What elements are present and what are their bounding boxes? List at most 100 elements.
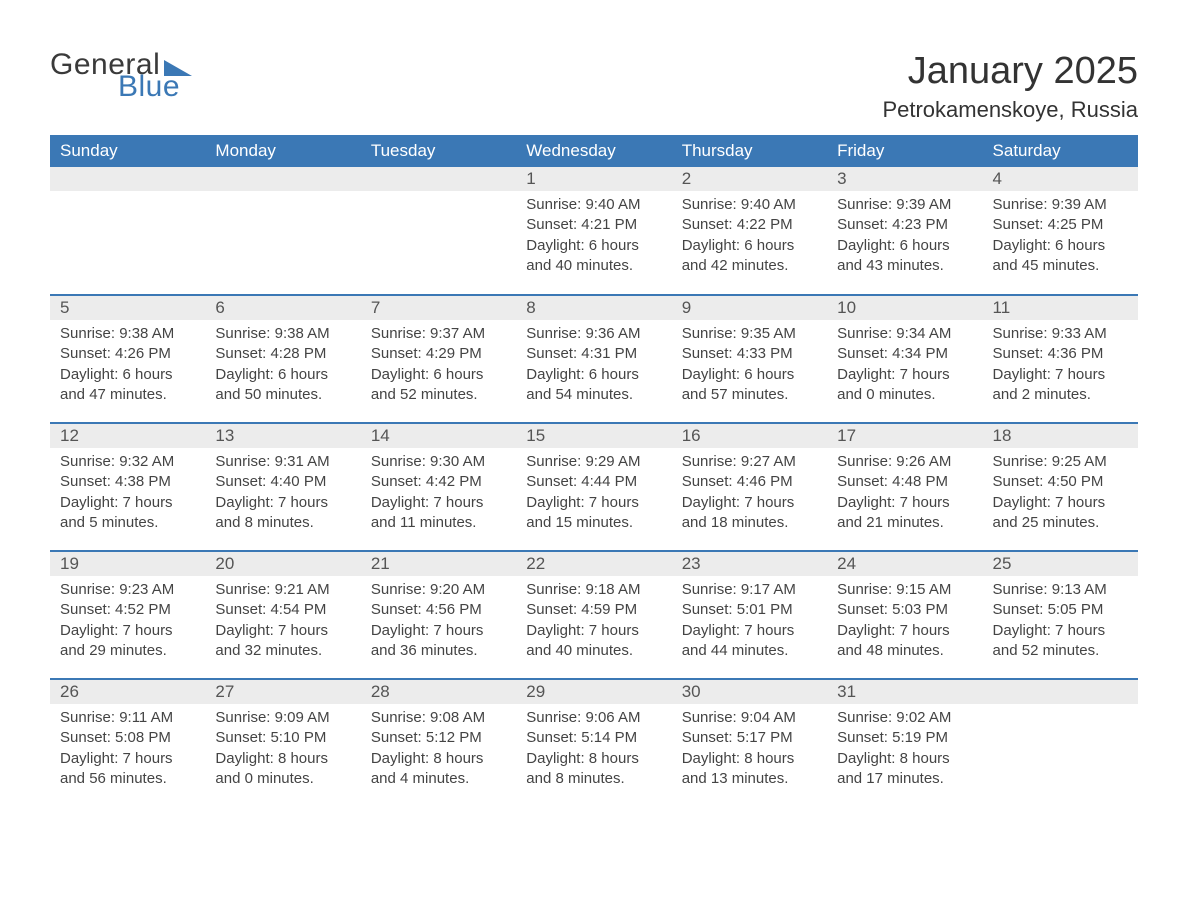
sunset-line: Sunset: 5:08 PM	[60, 728, 195, 748]
day-number: 6	[205, 296, 360, 320]
daylight-line-1: Daylight: 8 hours	[371, 749, 506, 769]
sunrise-line: Sunrise: 9:04 AM	[682, 708, 817, 728]
sunrise-line: Sunrise: 9:33 AM	[993, 324, 1128, 344]
sunset-line: Sunset: 4:34 PM	[837, 344, 972, 364]
day-body	[983, 704, 1138, 718]
daylight-line-2: and 2 minutes.	[993, 385, 1128, 405]
calendar-cell: 29Sunrise: 9:06 AMSunset: 5:14 PMDayligh…	[516, 679, 671, 807]
sunrise-line: Sunrise: 9:06 AM	[526, 708, 661, 728]
daylight-line-1: Daylight: 6 hours	[682, 236, 817, 256]
calendar-cell: 5Sunrise: 9:38 AMSunset: 4:26 PMDaylight…	[50, 295, 205, 423]
daylight-line-2: and 21 minutes.	[837, 513, 972, 533]
sunrise-line: Sunrise: 9:09 AM	[215, 708, 350, 728]
sunrise-line: Sunrise: 9:08 AM	[371, 708, 506, 728]
day-number: 11	[983, 296, 1138, 320]
daylight-line-1: Daylight: 7 hours	[215, 621, 350, 641]
daylight-line-2: and 40 minutes.	[526, 256, 661, 276]
daylight-line-1: Daylight: 7 hours	[60, 493, 195, 513]
daylight-line-1: Daylight: 6 hours	[993, 236, 1128, 256]
day-body: Sunrise: 9:39 AMSunset: 4:25 PMDaylight:…	[983, 191, 1138, 286]
sunrise-line: Sunrise: 9:34 AM	[837, 324, 972, 344]
calendar-cell: 15Sunrise: 9:29 AMSunset: 4:44 PMDayligh…	[516, 423, 671, 551]
day-number: 10	[827, 296, 982, 320]
day-number: 27	[205, 680, 360, 704]
calendar-cell: 9Sunrise: 9:35 AMSunset: 4:33 PMDaylight…	[672, 295, 827, 423]
daylight-line-2: and 15 minutes.	[526, 513, 661, 533]
daylight-line-2: and 56 minutes.	[60, 769, 195, 789]
daylight-line-1: Daylight: 7 hours	[837, 365, 972, 385]
calendar-cell: 16Sunrise: 9:27 AMSunset: 4:46 PMDayligh…	[672, 423, 827, 551]
daylight-line-2: and 4 minutes.	[371, 769, 506, 789]
calendar-cell: 13Sunrise: 9:31 AMSunset: 4:40 PMDayligh…	[205, 423, 360, 551]
calendar-cell: 1Sunrise: 9:40 AMSunset: 4:21 PMDaylight…	[516, 167, 671, 295]
day-number: 15	[516, 424, 671, 448]
day-body: Sunrise: 9:06 AMSunset: 5:14 PMDaylight:…	[516, 704, 671, 799]
day-body: Sunrise: 9:35 AMSunset: 4:33 PMDaylight:…	[672, 320, 827, 415]
calendar-cell: 24Sunrise: 9:15 AMSunset: 5:03 PMDayligh…	[827, 551, 982, 679]
sunrise-line: Sunrise: 9:39 AM	[993, 195, 1128, 215]
day-number: 3	[827, 167, 982, 191]
daylight-line-2: and 36 minutes.	[371, 641, 506, 661]
daylight-line-1: Daylight: 7 hours	[993, 621, 1128, 641]
sunset-line: Sunset: 4:38 PM	[60, 472, 195, 492]
title-block: January 2025 Petrokamenskoye, Russia	[882, 50, 1138, 123]
day-number: 25	[983, 552, 1138, 576]
sunrise-line: Sunrise: 9:32 AM	[60, 452, 195, 472]
calendar-cell: 23Sunrise: 9:17 AMSunset: 5:01 PMDayligh…	[672, 551, 827, 679]
day-number: 14	[361, 424, 516, 448]
calendar-cell: 11Sunrise: 9:33 AMSunset: 4:36 PMDayligh…	[983, 295, 1138, 423]
day-body: Sunrise: 9:09 AMSunset: 5:10 PMDaylight:…	[205, 704, 360, 799]
calendar-cell: 3Sunrise: 9:39 AMSunset: 4:23 PMDaylight…	[827, 167, 982, 295]
sunrise-line: Sunrise: 9:31 AM	[215, 452, 350, 472]
weekday-header: Saturday	[983, 135, 1138, 167]
sunrise-line: Sunrise: 9:23 AM	[60, 580, 195, 600]
sunset-line: Sunset: 4:42 PM	[371, 472, 506, 492]
day-body: Sunrise: 9:38 AMSunset: 4:26 PMDaylight:…	[50, 320, 205, 415]
day-number: 7	[361, 296, 516, 320]
calendar-cell: 28 Sunrise: 9:08 AMSunset: 5:12 PMDayligh…	[361, 679, 516, 807]
day-body: Sunrise: 9:30 AMSunset: 4:42 PMDaylight:…	[361, 448, 516, 543]
sunset-line: Sunset: 5:19 PM	[837, 728, 972, 748]
day-number: 24	[827, 552, 982, 576]
header: General Blue January 2025 Petrokamenskoy…	[50, 50, 1138, 123]
calendar-cell: 6Sunrise: 9:38 AMSunset: 4:28 PMDaylight…	[205, 295, 360, 423]
day-number: 17	[827, 424, 982, 448]
daylight-line-2: and 45 minutes.	[993, 256, 1128, 276]
daylight-line-1: Daylight: 7 hours	[371, 621, 506, 641]
sunset-line: Sunset: 4:54 PM	[215, 600, 350, 620]
daylight-line-2: and 8 minutes.	[526, 769, 661, 789]
sunrise-line: Sunrise: 9:20 AM	[371, 580, 506, 600]
logo: General Blue	[50, 50, 192, 102]
sunrise-line: Sunrise: 9:29 AM	[526, 452, 661, 472]
sunrise-line: Sunrise: 9:18 AM	[526, 580, 661, 600]
calendar-header-row: SundayMondayTuesdayWednesdayThursdayFrid…	[50, 135, 1138, 167]
sunset-line: Sunset: 4:44 PM	[526, 472, 661, 492]
calendar-table: SundayMondayTuesdayWednesdayThursdayFrid…	[50, 135, 1138, 807]
day-number: 30	[672, 680, 827, 704]
day-number: 2	[672, 167, 827, 191]
daylight-line-1: Daylight: 7 hours	[993, 365, 1128, 385]
sunset-line: Sunset: 5:14 PM	[526, 728, 661, 748]
day-number: 12	[50, 424, 205, 448]
calendar-cell: 21Sunrise: 9:20 AMSunset: 4:56 PMDayligh…	[361, 551, 516, 679]
day-number: 1	[516, 167, 671, 191]
day-body: Sunrise: 9:02 AMSunset: 5:19 PMDaylight:…	[827, 704, 982, 799]
daylight-line-2: and 18 minutes.	[682, 513, 817, 533]
daylight-line-1: Daylight: 7 hours	[682, 493, 817, 513]
sunset-line: Sunset: 5:12 PM	[371, 728, 506, 748]
daylight-line-2: and 11 minutes.	[371, 513, 506, 533]
day-number: 28	[361, 680, 516, 704]
daylight-line-1: Daylight: 8 hours	[682, 749, 817, 769]
day-body: Sunrise: 9:38 AMSunset: 4:28 PMDaylight:…	[205, 320, 360, 415]
day-body: Sunrise: 9:23 AMSunset: 4:52 PMDaylight:…	[50, 576, 205, 671]
daylight-line-2: and 44 minutes.	[682, 641, 817, 661]
sunrise-line: Sunrise: 9:17 AM	[682, 580, 817, 600]
calendar-cell: 20Sunrise: 9:21 AMSunset: 4:54 PMDayligh…	[205, 551, 360, 679]
calendar-cell	[361, 167, 516, 295]
day-number: 23	[672, 552, 827, 576]
day-body: Sunrise: 9:20 AMSunset: 4:56 PMDaylight:…	[361, 576, 516, 671]
sunrise-line: Sunrise: 9:15 AM	[837, 580, 972, 600]
daylight-line-2: and 13 minutes.	[682, 769, 817, 789]
daylight-line-2: and 43 minutes.	[837, 256, 972, 276]
daylight-line-2: and 50 minutes.	[215, 385, 350, 405]
